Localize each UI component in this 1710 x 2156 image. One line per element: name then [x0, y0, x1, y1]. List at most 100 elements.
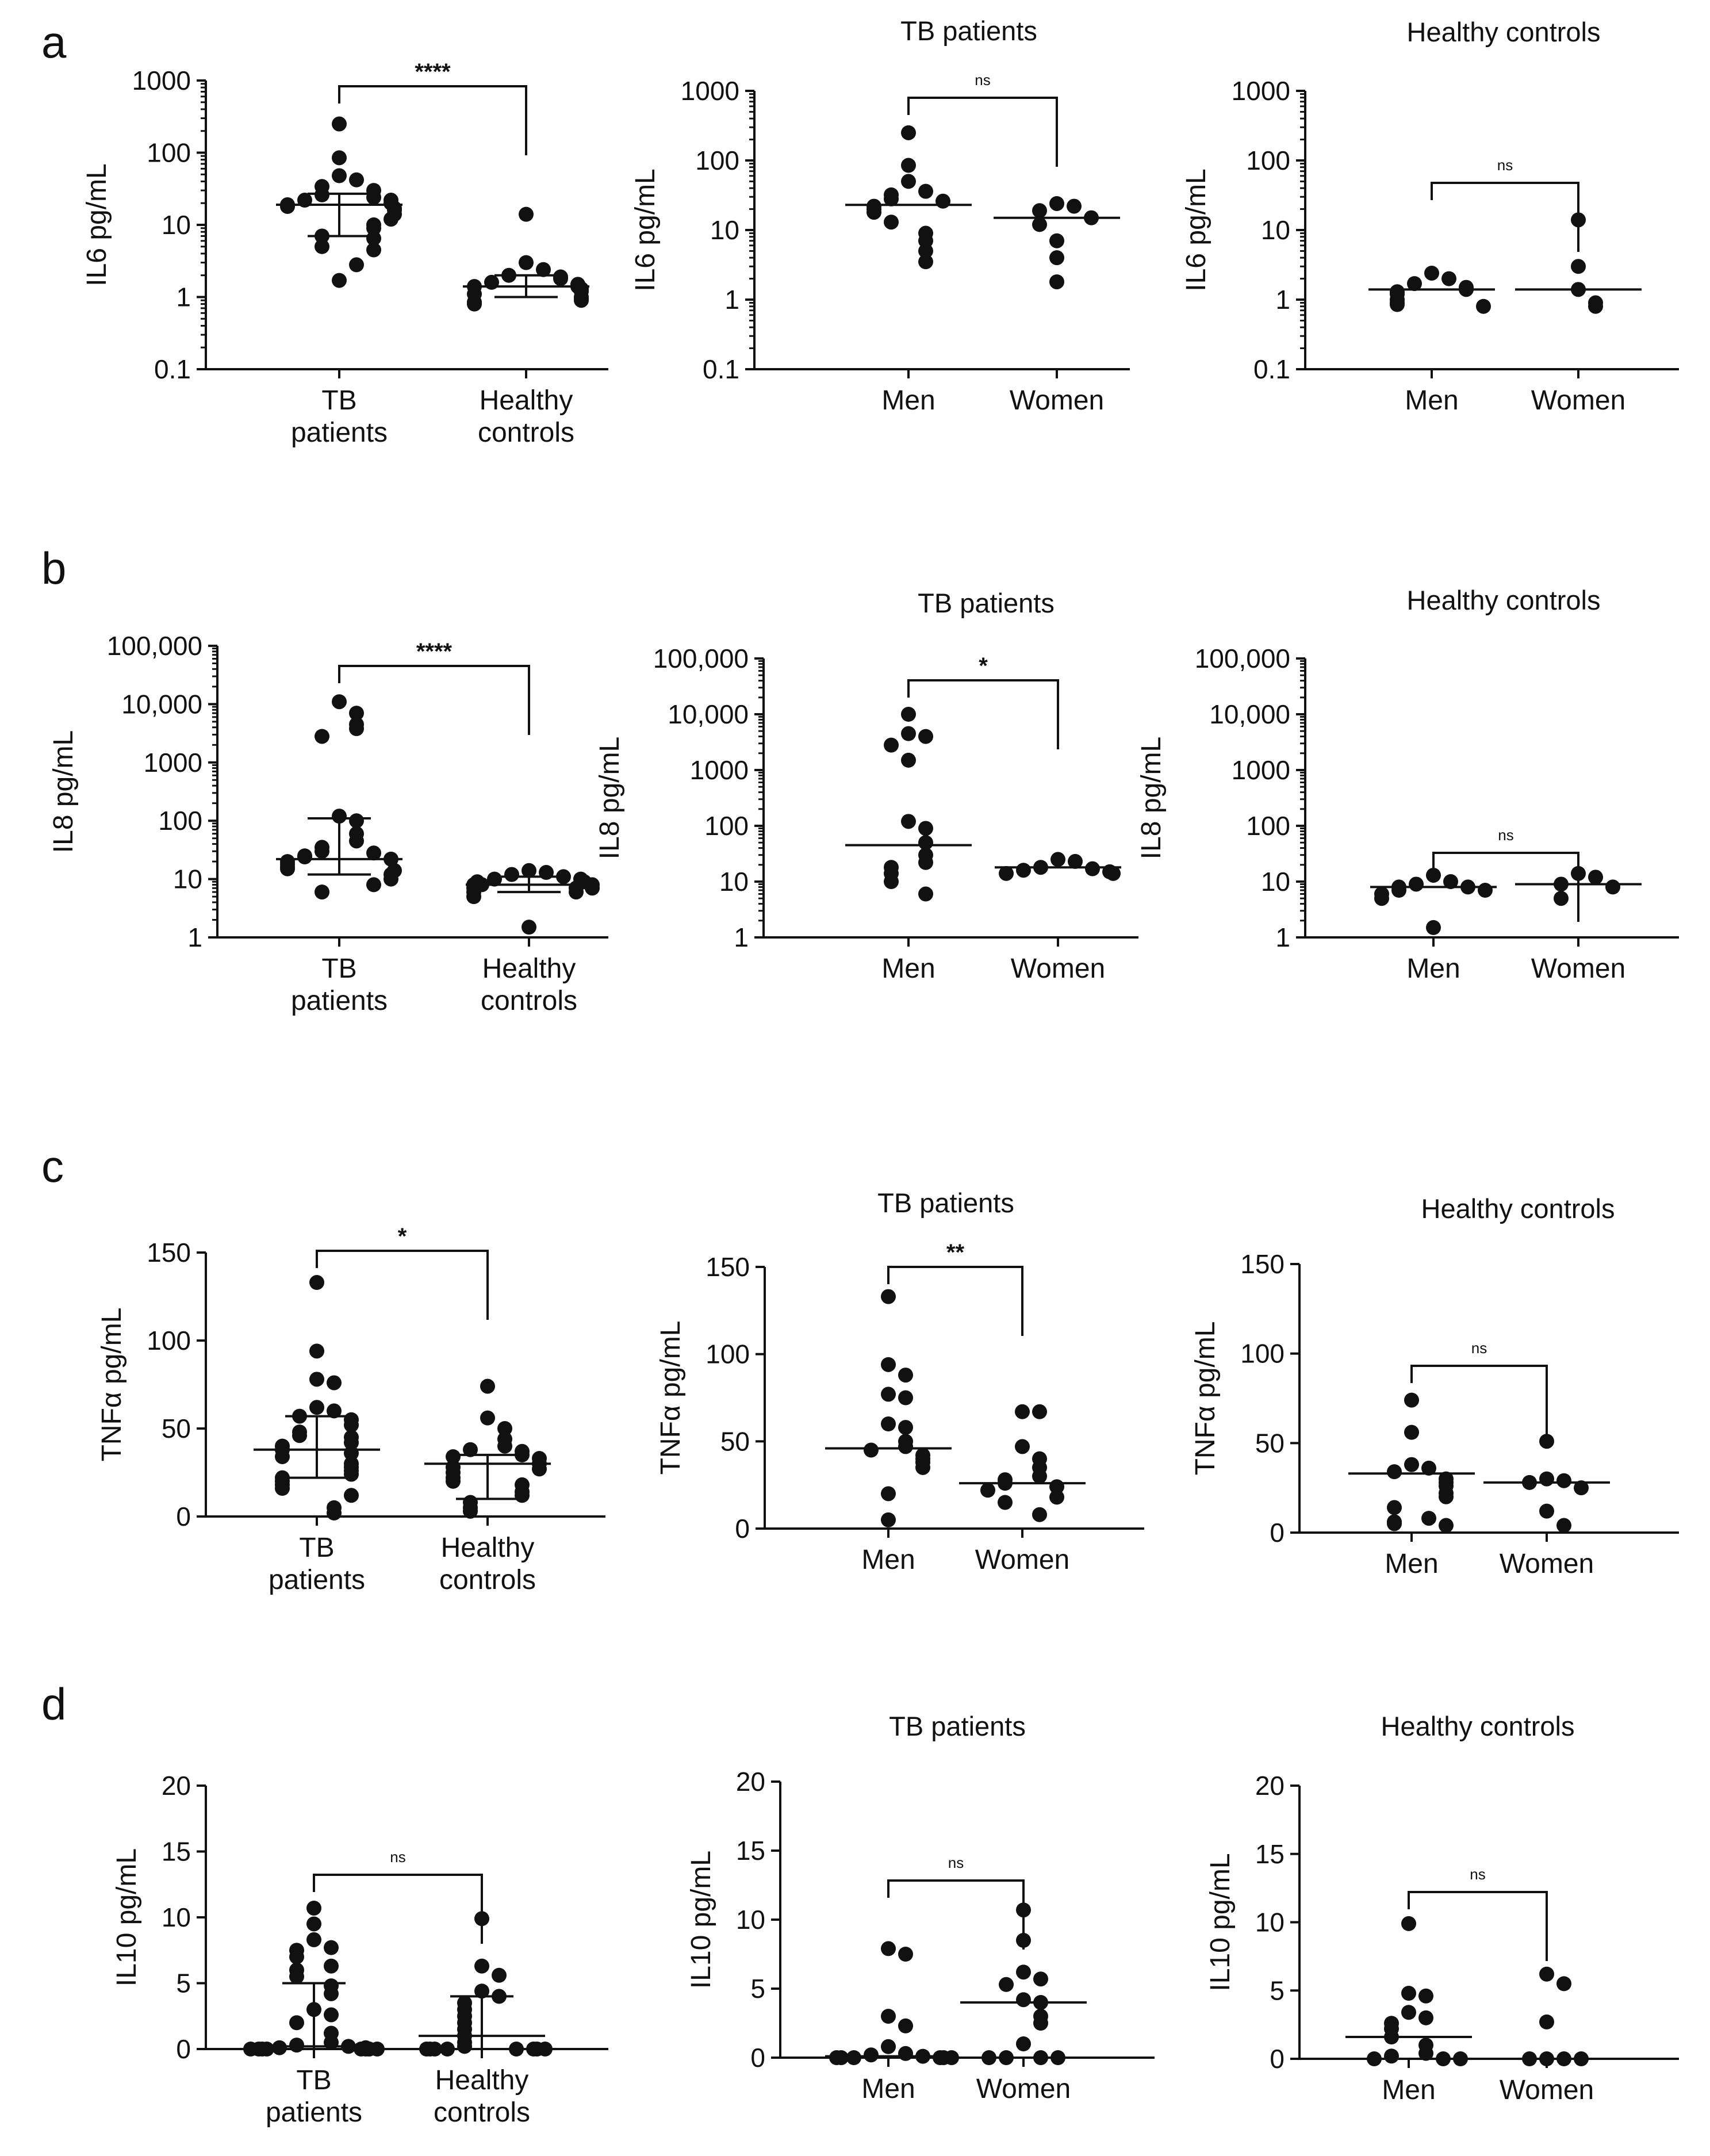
data-point	[901, 158, 916, 173]
data-point	[1404, 1424, 1419, 1440]
data-point	[275, 1449, 290, 1464]
x-category-label: Men	[1406, 953, 1460, 984]
data-point	[332, 116, 347, 132]
data-point	[1441, 271, 1456, 286]
y-tick-label: 0.1	[703, 354, 739, 384]
chart-b2: TB patients 1 10 100 1000 10,000 100,000 IL8 pg…	[595, 588, 1138, 984]
data-point	[1401, 1916, 1416, 1931]
data-point	[467, 296, 482, 312]
y-tick-label: 10,000	[1209, 699, 1290, 729]
y-tick-label: 5	[750, 1974, 765, 2004]
y-tick-label: 100	[706, 1339, 750, 1369]
y-tick-label: 1	[176, 282, 191, 312]
x-category-label: Men	[881, 385, 935, 416]
data-point	[998, 1495, 1013, 1510]
data-point	[309, 1343, 324, 1359]
x-category-label: Women	[976, 2074, 1071, 2104]
y-tick-label: 100	[1246, 145, 1290, 175]
data-point	[1050, 852, 1065, 867]
chart-b3: Healthy controls 1 10 100 1000 10,000 100,000 I…	[1136, 585, 1679, 984]
y-axis-label: TNFα pg/mL	[655, 1321, 686, 1475]
y-tick-label: 50	[162, 1414, 191, 1443]
x-category-label: Men	[1382, 2075, 1435, 2105]
data-point	[332, 694, 347, 710]
y-tick-label: 1	[187, 922, 202, 952]
data-point	[918, 821, 933, 836]
data-point	[272, 2040, 287, 2055]
data-point	[1032, 217, 1047, 232]
y-tick-label: 0.1	[1253, 354, 1290, 384]
x-category-label: Women	[1531, 953, 1626, 984]
data-point	[349, 833, 364, 849]
data-point	[1571, 259, 1586, 274]
data-point	[1033, 1971, 1048, 1987]
x-category-label: Healthy	[435, 2065, 529, 2096]
y-tick-label: 10	[1261, 215, 1290, 245]
x-category-label: Men	[861, 1545, 915, 1575]
data-point	[1106, 866, 1121, 881]
data-point	[1367, 2051, 1382, 2066]
data-point	[1421, 1511, 1436, 1526]
y-axis-label: IL8 pg/mL	[595, 737, 625, 859]
data-point	[344, 1466, 359, 1482]
data-point	[1032, 1404, 1047, 1419]
data-point	[1049, 196, 1064, 211]
data-point	[556, 869, 571, 884]
data-point	[898, 1368, 913, 1383]
data-point	[297, 849, 312, 865]
data-point	[289, 1969, 304, 1985]
data-point	[1556, 1976, 1571, 1992]
y-tick-label: 15	[736, 1836, 765, 1866]
data-point	[881, 2009, 896, 2024]
data-point	[1016, 1964, 1031, 1980]
y-tick-label: 10	[710, 215, 739, 245]
data-point	[1050, 2050, 1065, 2065]
data-point	[1032, 203, 1047, 219]
data-point	[519, 255, 534, 270]
data-point	[515, 1488, 530, 1503]
x-category-label: TB	[299, 1533, 334, 1563]
data-point	[315, 844, 329, 859]
data-point	[1407, 276, 1422, 292]
data-point	[315, 884, 329, 900]
y-tick-label: 100,000	[653, 644, 749, 673]
data-point	[480, 1378, 495, 1394]
data-point	[864, 2047, 879, 2063]
data-point	[884, 737, 899, 753]
data-point	[362, 2042, 377, 2057]
y-axis-label: TNFα pg/mL	[1190, 1322, 1221, 1476]
data-point	[901, 814, 916, 829]
data-point	[1556, 1473, 1571, 1488]
data-point	[344, 1488, 359, 1503]
data-point	[466, 889, 481, 905]
data-point	[935, 193, 950, 209]
data-point	[1539, 1471, 1554, 1487]
data-point	[1390, 297, 1405, 312]
data-point	[915, 1460, 930, 1475]
y-axis-label: IL10 pg/mL	[112, 1848, 142, 1986]
data-point	[344, 1417, 359, 1433]
data-point	[327, 1375, 342, 1391]
data-point	[446, 1449, 461, 1464]
data-point	[275, 1481, 290, 1496]
data-point	[366, 231, 381, 246]
data-point	[884, 215, 899, 230]
significance-label: **	[946, 1240, 965, 1265]
chart-title: Healthy controls	[1407, 17, 1601, 47]
data-point	[981, 2050, 996, 2065]
y-tick-label: 100	[1246, 811, 1290, 841]
y-tick-label: 0	[1270, 1518, 1285, 1548]
x-category-label: controls	[478, 418, 574, 448]
x-category-label: Healthy	[441, 1533, 535, 1563]
significance-label: *	[398, 1224, 407, 1249]
data-point	[463, 1442, 478, 1457]
data-point	[1033, 2050, 1048, 2065]
data-point	[309, 1275, 324, 1290]
data-point	[292, 1428, 307, 1443]
data-point	[384, 212, 398, 227]
x-category-label: Healthy	[480, 385, 573, 416]
data-point	[1539, 1966, 1554, 1982]
data-point	[289, 2038, 304, 2053]
